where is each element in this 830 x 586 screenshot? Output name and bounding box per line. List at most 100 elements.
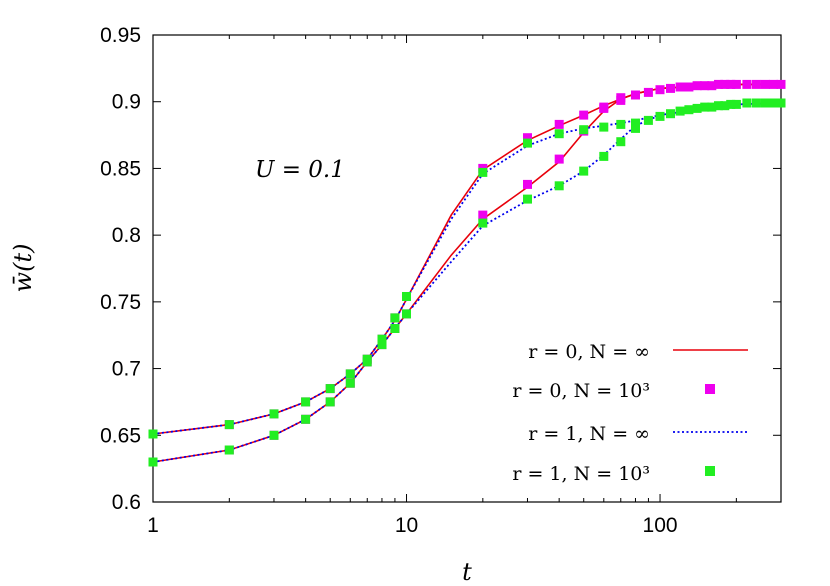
y-tick-label: 0.95	[100, 24, 141, 47]
data-point-3	[554, 181, 564, 191]
y-tick-label: 0.65	[100, 424, 141, 447]
data-point-3	[599, 122, 609, 132]
plot-area-frame	[152, 34, 782, 503]
data-point-3	[768, 98, 778, 108]
data-point-1	[700, 81, 710, 91]
legend-entry-r1-n1000: r = 1, N = 10³	[512, 463, 650, 485]
data-point-3	[554, 129, 564, 139]
data-point-1	[714, 79, 723, 89]
data-point-1	[760, 79, 770, 89]
data-point-3	[643, 115, 653, 125]
data-point-3	[478, 218, 488, 228]
data-point-3	[707, 102, 717, 112]
data-point-3	[148, 457, 158, 467]
y-tick-label: 0.9	[112, 91, 141, 114]
data-point-1	[523, 179, 532, 189]
data-point-3	[700, 102, 710, 112]
data-point-3	[684, 105, 694, 115]
data-point-3	[301, 414, 311, 424]
x-tick-label: 10	[395, 514, 418, 537]
data-point-1	[751, 79, 761, 89]
y-tick-label: 0.85	[100, 157, 141, 180]
data-point-1	[523, 133, 532, 143]
data-point-1	[616, 93, 626, 103]
data-point-3	[776, 98, 786, 108]
data-point-3	[760, 98, 770, 108]
data-point-3	[731, 99, 741, 109]
data-point-3	[377, 340, 387, 350]
data-point-3	[692, 103, 702, 113]
data-point-1	[776, 79, 786, 89]
data-point-1	[554, 154, 564, 164]
y-tick-label: 0.6	[112, 491, 141, 514]
legend-entry-r1-ninf: r = 1, N = ∞	[528, 423, 650, 445]
legend-entry-r0-n1000: r = 0, N = 10³	[512, 380, 650, 402]
data-point-3	[224, 420, 234, 430]
data-point-3	[579, 166, 589, 176]
data-point-3	[631, 123, 640, 133]
data-point-3	[616, 137, 626, 147]
data-point-3	[666, 109, 675, 119]
y-tick-label: 0.7	[112, 358, 141, 381]
y-tick-label: 0.75	[100, 291, 141, 314]
axis-ticks: 0.6 0.65 0.7 0.75 0.8 0.85 0.9 0.95 1 10 100	[100, 24, 782, 537]
data-point-3	[224, 445, 234, 455]
x-tick-label: 1	[147, 514, 159, 537]
data-point-1	[666, 83, 675, 93]
data-point-3	[390, 324, 400, 333]
data-point-3	[599, 151, 609, 161]
data-point-3	[377, 334, 387, 344]
data-point-3	[726, 99, 736, 109]
data-point-3	[579, 125, 589, 135]
data-point-3	[269, 409, 279, 419]
annotation-label: U = 0.1	[255, 157, 345, 183]
data-point-3	[148, 429, 158, 439]
data-point-1	[742, 79, 752, 89]
data-point-3	[402, 309, 411, 319]
x-axis-label: t	[462, 558, 472, 586]
series-layer	[148, 79, 786, 467]
data-point-3	[616, 119, 626, 129]
data-point-1	[720, 79, 730, 89]
data-point-1	[726, 79, 736, 89]
data-point-3	[675, 106, 685, 116]
data-point-3	[742, 98, 752, 108]
data-point-3	[523, 194, 532, 204]
data-point-3	[478, 167, 488, 177]
data-point-3	[269, 430, 279, 440]
data-point-1	[675, 82, 685, 92]
data-point-1	[554, 119, 564, 129]
data-point-3	[720, 101, 730, 111]
data-point-3	[402, 292, 411, 301]
data-point-3	[325, 384, 335, 394]
legend-entry-r0-ninf: r = 0, N = ∞	[528, 341, 650, 363]
series-line-0	[152, 83, 781, 435]
data-point-3	[751, 98, 761, 108]
data-point-3	[301, 397, 311, 407]
data-point-3	[655, 111, 665, 121]
data-point-3	[631, 118, 640, 128]
data-point-1	[478, 210, 488, 220]
x-tick-label: 100	[643, 514, 678, 537]
data-point-1	[768, 79, 778, 89]
y-axis-label: w̄(t)	[9, 244, 37, 293]
data-point-3	[390, 313, 400, 323]
data-point-3	[523, 138, 532, 148]
series-line-2	[152, 102, 782, 435]
legend-swatch-r1-n1000	[705, 466, 715, 476]
legend: r = 0, N = ∞ r = 0, N = 10³ r = 1, N = ∞…	[512, 341, 748, 485]
data-point-1	[684, 82, 694, 92]
data-point-1	[692, 81, 702, 91]
series-line-2	[152, 102, 782, 463]
legend-swatch-r0-n1000	[705, 384, 715, 394]
data-point-3	[714, 101, 723, 111]
data-point-1	[579, 110, 589, 120]
y-tick-label: 0.8	[112, 224, 141, 247]
data-point-3	[345, 378, 355, 388]
data-point-1	[707, 81, 717, 91]
data-point-3	[362, 357, 372, 367]
data-point-1	[731, 79, 741, 89]
data-point-1	[631, 90, 640, 100]
data-point-1	[643, 87, 653, 97]
